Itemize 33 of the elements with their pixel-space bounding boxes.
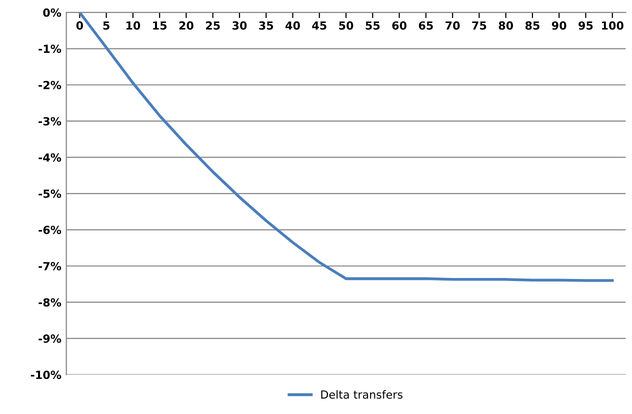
y-tick-label: -5% [38, 190, 62, 198]
x-tick-label: 60 [392, 21, 406, 30]
x-tick-label: 30 [232, 21, 247, 30]
y-tick-label: -1% [38, 44, 62, 54]
y-tick-label: -9% [38, 334, 62, 343]
y-tick-label: 0% [43, 8, 62, 17]
x-tick-label: 5 [103, 21, 110, 30]
x-tick-label: 40 [286, 21, 300, 30]
y-tick-label: -2% [38, 80, 62, 90]
x-tick-label: 65 [418, 21, 433, 30]
x-tick-label: 45 [312, 21, 326, 30]
y-tick-label: -8% [38, 298, 62, 307]
x-tick-label: 70 [446, 21, 460, 30]
y-tick-label: -6% [38, 226, 62, 234]
x-tick-label: 90 [552, 21, 566, 30]
y-tick-label: -3% [38, 117, 62, 126]
x-tick-label: 10 [126, 21, 140, 30]
x-tick-label: 85 [525, 21, 540, 30]
x-tick-label: 25 [206, 21, 220, 30]
x-tick-label: 80 [498, 21, 514, 30]
x-tick-label: 15 [153, 21, 167, 30]
y-tick-label: -10% [30, 370, 62, 380]
legend-label: Delta transfers [321, 390, 402, 399]
y-tick-label: -7% [38, 262, 62, 270]
x-tick-label: 50 [339, 21, 354, 30]
x-tick-label: 75 [472, 21, 486, 30]
x-tick-label: 55 [366, 21, 380, 30]
x-tick-label: 35 [259, 21, 274, 30]
x-tick-label: 0 [76, 21, 84, 30]
x-tick-label: 20 [179, 21, 194, 30]
x-tick-label: 100 [602, 21, 624, 30]
y-tick-label: -4% [38, 153, 62, 162]
x-tick-label: 95 [578, 21, 593, 30]
